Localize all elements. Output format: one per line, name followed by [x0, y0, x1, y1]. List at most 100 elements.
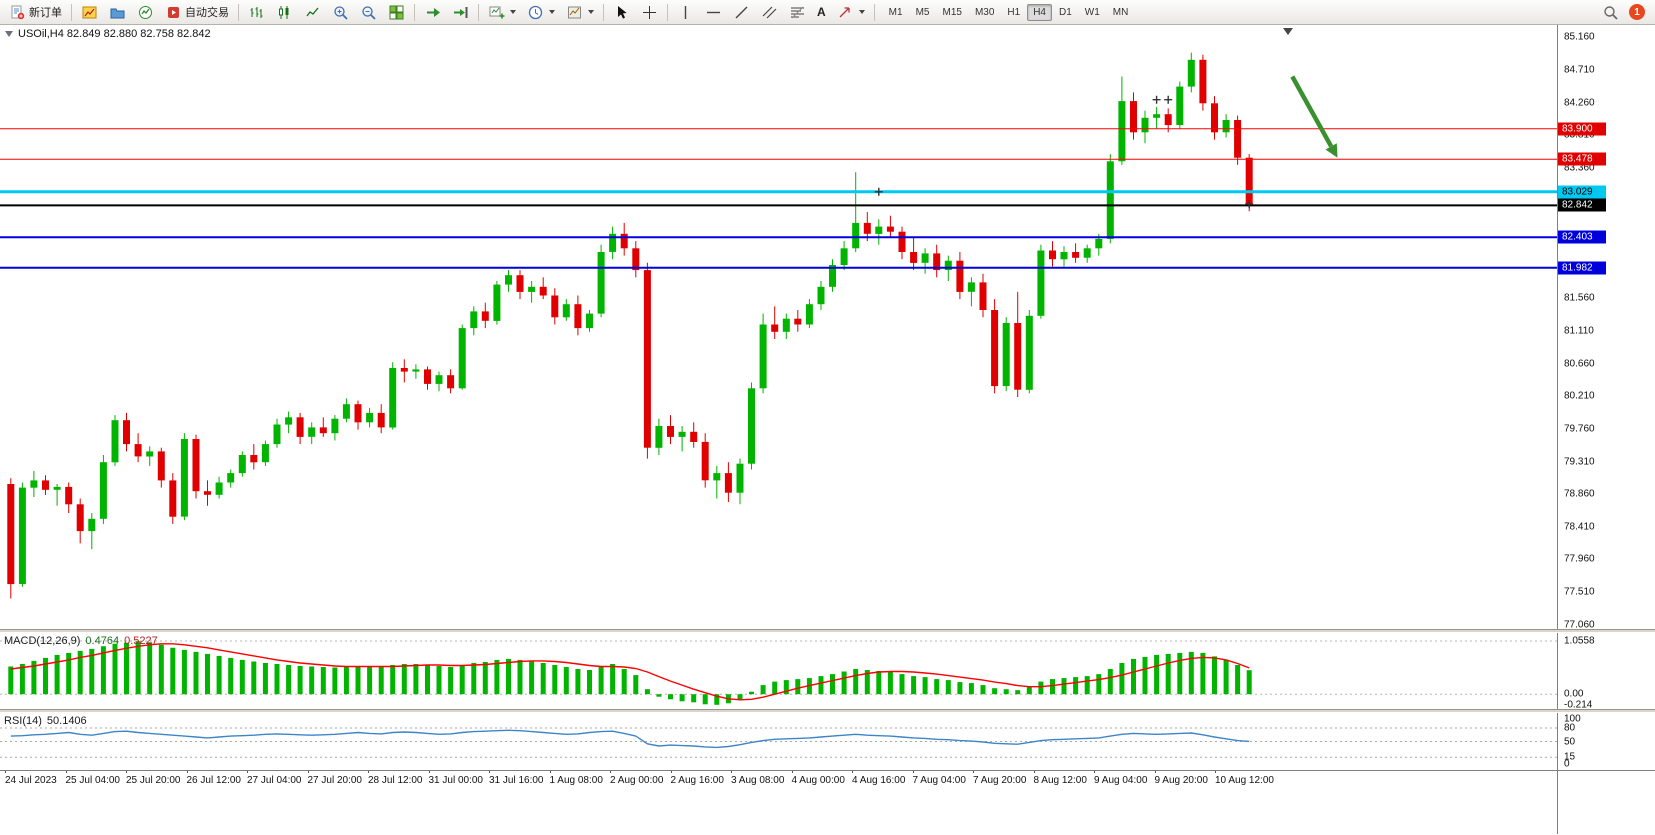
- toolbar-separator: [238, 3, 239, 21]
- chart-shift-icon: [452, 4, 469, 21]
- time-axis-label: 4 Aug 16:00: [852, 775, 906, 786]
- time-axis-border: [0, 770, 1655, 771]
- time-axis-label: 7 Aug 04:00: [912, 775, 966, 786]
- timeframe-button-M15[interactable]: M15: [942, 6, 962, 18]
- charts-icon: [81, 4, 98, 21]
- candlestick-type-button[interactable]: [271, 1, 298, 24]
- time-axis-tick: [549, 770, 551, 773]
- price-axis-tick: 80.210: [1564, 390, 1595, 402]
- horizontal-line-tool[interactable]: [700, 1, 727, 24]
- fibonacci-tool[interactable]: [784, 1, 811, 24]
- dropdown-caret-icon: [858, 10, 865, 14]
- zoom-out-button[interactable]: [355, 1, 382, 24]
- dropdown-caret-icon: [588, 10, 594, 14]
- line-chart-type-button[interactable]: [299, 1, 326, 24]
- time-axis-label: 27 Jul 04:00: [247, 775, 302, 786]
- rsi-name: RSI(14): [4, 715, 42, 727]
- time-axis-tick: [247, 770, 248, 773]
- new-order-button[interactable]: 新订单: [4, 1, 67, 24]
- periods-dropdown[interactable]: [522, 1, 560, 24]
- timeframe-button-M30[interactable]: M30: [974, 6, 995, 18]
- timeframe-button-H1[interactable]: H1: [1007, 6, 1021, 18]
- indicators-icon: [137, 4, 154, 21]
- time-axis-label: 9 Aug 20:00: [1154, 775, 1208, 786]
- vertical-line-icon: [677, 4, 694, 21]
- price-axis[interactable]: 85.160 84.710 84.260 83.810 83.360 81.560 81.1…: [1557, 25, 1655, 834]
- time-axis[interactable]: 24 Jul 2023 25 Jul 04:00 25 Jul 20:00 26 Ju…: [0, 770, 1557, 792]
- panel-separator[interactable]: [0, 709, 1655, 713]
- time-axis-tick: [670, 770, 672, 773]
- time-axis-tick: [912, 770, 914, 773]
- tile-windows-button[interactable]: [383, 1, 410, 24]
- text-tool-icon: A: [817, 5, 826, 19]
- auto-scroll-button[interactable]: [419, 1, 446, 24]
- timeframe-button-D1[interactable]: D1: [1058, 6, 1072, 18]
- macd-name: MACD(12,26,9): [4, 635, 81, 647]
- chart-shift-button[interactable]: [447, 1, 474, 24]
- price-axis-tick: 77.960: [1564, 553, 1595, 565]
- cursor-tool-button[interactable]: [608, 1, 635, 24]
- clock-icon: [527, 4, 544, 21]
- rsi-panel: RSI(14) 50.1406: [0, 713, 1557, 770]
- text-tool[interactable]: A: [812, 1, 831, 24]
- time-axis-label: 31 Jul 00:00: [428, 775, 484, 786]
- toolbar-separator: [414, 3, 415, 21]
- profiles-button[interactable]: [104, 1, 131, 24]
- rsi-canvas[interactable]: [0, 713, 1557, 770]
- autotrading-label: 自动交易: [185, 7, 229, 19]
- bar-chart-type-button[interactable]: [243, 1, 270, 24]
- timeframe-button-H4[interactable]: H4: [1027, 3, 1052, 21]
- one-click-trading-toggle[interactable]: [5, 31, 13, 37]
- timeframe-button-MN[interactable]: MN: [1112, 6, 1129, 18]
- template-icon: [566, 4, 583, 21]
- time-axis-tick: [368, 770, 369, 773]
- horizontal-line-icon: [705, 4, 722, 21]
- time-axis-label: 24 Jul 2023: [5, 775, 57, 786]
- price-axis-tick: 81.560: [1564, 292, 1595, 304]
- price-axis-tick: 84.710: [1564, 64, 1595, 76]
- price-chart-canvas[interactable]: [0, 25, 1557, 629]
- price-axis-tick: 78.860: [1564, 488, 1595, 500]
- rsi-axis-tick: 50: [1564, 736, 1576, 747]
- macd-canvas[interactable]: [0, 633, 1557, 709]
- vertical-line-tool[interactable]: [672, 1, 699, 24]
- time-axis-tick: [1154, 770, 1156, 773]
- panel-separator[interactable]: [0, 629, 1655, 633]
- zoom-in-button[interactable]: [327, 1, 354, 24]
- workspace: USOil,H4 82.849 82.880 82.758 82.842 MAC…: [0, 25, 1655, 834]
- line-chart-icon: [304, 4, 321, 21]
- autotrading-button[interactable]: 自动交易: [160, 1, 234, 24]
- timeframe-button-W1[interactable]: W1: [1084, 6, 1100, 18]
- price-line-tag: 82.842: [1558, 198, 1606, 212]
- crosshair-tool-button[interactable]: [636, 1, 663, 24]
- new-chart-dropdown[interactable]: [483, 1, 521, 24]
- time-axis-tick: [973, 770, 974, 773]
- time-axis-tick: [65, 770, 67, 773]
- chart-shift-marker[interactable]: [1283, 28, 1293, 35]
- crosshair-icon: [641, 4, 658, 21]
- indicators-button[interactable]: [132, 1, 159, 24]
- time-axis-tick: [791, 770, 793, 773]
- timeframe-group: M1 M5 M15 M30 H1 H4 D1 W1 MN: [883, 3, 1135, 21]
- search-button[interactable]: [1597, 1, 1624, 24]
- dropdown-caret-icon: [549, 10, 555, 14]
- timeframe-button-M5[interactable]: M5: [915, 6, 930, 18]
- time-axis-label: 1 Aug 08:00: [549, 775, 603, 786]
- templates-dropdown[interactable]: [561, 1, 599, 24]
- channel-tool[interactable]: [756, 1, 783, 24]
- price-axis-tick: 85.160: [1564, 31, 1595, 43]
- price-axis-tick: 79.310: [1564, 456, 1595, 467]
- price-axis-tick: 77.060: [1564, 619, 1595, 631]
- chart-symbol-info: USOil,H4 82.849 82.880 82.758 82.842: [5, 28, 211, 40]
- rsi-axis-tick: 15: [1564, 751, 1576, 763]
- notification-badge[interactable]: 1: [1629, 4, 1645, 20]
- time-axis-label: 25 Jul 04:00: [65, 775, 121, 786]
- auto-scroll-icon: [424, 4, 441, 21]
- trendline-tool[interactable]: [728, 1, 755, 24]
- charts-button[interactable]: [76, 1, 103, 24]
- macd-axis-tick: -0.214: [1564, 699, 1593, 711]
- timeframe-button-M1[interactable]: M1: [888, 6, 903, 18]
- time-axis-tick: [489, 770, 490, 773]
- price-axis-tick: 81.110: [1564, 325, 1594, 337]
- arrows-tool[interactable]: [832, 1, 870, 24]
